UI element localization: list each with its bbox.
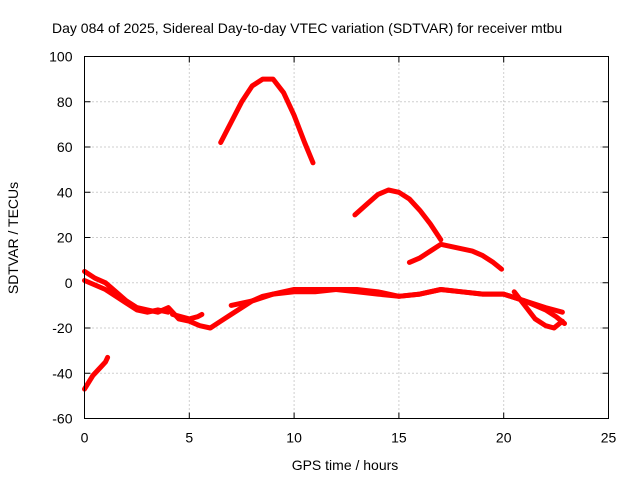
series-line-arc-8 bbox=[228, 287, 565, 315]
series-line-arc-4 bbox=[406, 241, 505, 272]
series-line-arc-1 bbox=[82, 354, 111, 392]
series-line-arc-5 bbox=[82, 268, 567, 331]
x-tick-label: 25 bbox=[601, 430, 617, 446]
tick-labels: 0 5 10 15 20 25 -60 -40 -20 0 20 40 60 80 100 bbox=[49, 49, 616, 446]
y-tick-label: 0 bbox=[65, 275, 73, 291]
x-tick-label: 15 bbox=[391, 430, 407, 446]
x-tick-label: 20 bbox=[496, 430, 512, 446]
y-tick-label: -60 bbox=[52, 411, 72, 427]
series-line-arc-6 bbox=[82, 278, 171, 315]
axis-ticks bbox=[84, 56, 609, 419]
series-layer bbox=[82, 76, 567, 392]
y-tick-label: -40 bbox=[52, 365, 72, 381]
x-tick-label: 5 bbox=[185, 430, 193, 446]
y-axis-label: SDTVAR / TECUs bbox=[5, 182, 21, 294]
y-tick-label: 20 bbox=[57, 230, 73, 246]
y-tick-label: 80 bbox=[57, 94, 73, 110]
series-line-arc-2 bbox=[218, 76, 316, 166]
y-tick-label: -20 bbox=[52, 320, 72, 336]
y-tick-label: 40 bbox=[57, 184, 73, 200]
grid-lines bbox=[84, 56, 609, 419]
series-line-arc-7 bbox=[170, 311, 205, 322]
series-line-arc-3 bbox=[352, 187, 444, 243]
x-tick-label: 0 bbox=[81, 430, 89, 446]
y-tick-label: 60 bbox=[57, 139, 73, 155]
x-tick-label: 10 bbox=[286, 430, 302, 446]
chart-title: Day 084 of 2025, Sidereal Day-to-day VTE… bbox=[52, 20, 562, 36]
y-tick-label: 100 bbox=[49, 49, 73, 65]
series-line-arc-9 bbox=[511, 289, 565, 331]
x-axis-label: GPS time / hours bbox=[292, 457, 399, 473]
plot-frame bbox=[84, 56, 609, 419]
